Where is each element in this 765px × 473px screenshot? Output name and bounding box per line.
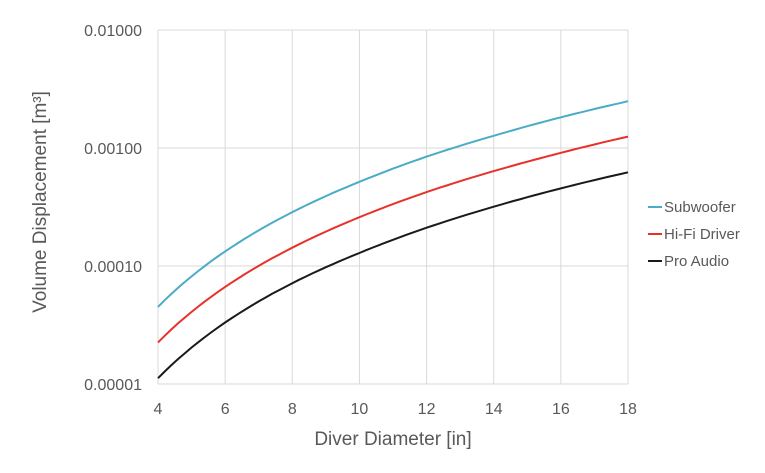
series-line-hi-fi-driver	[157, 135, 629, 344]
legend-label: Pro Audio	[664, 253, 729, 270]
x-tick-label: 4	[154, 401, 163, 418]
x-tick-label: 6	[221, 401, 230, 418]
legend-label: Subwoofer	[664, 199, 736, 216]
series-lines	[157, 100, 629, 379]
y-axis-title: Volume Displacement [m³]	[30, 91, 51, 313]
series-line-pro-audio	[157, 171, 629, 379]
legend: Subwoofer Hi-Fi Driver Pro Audio	[648, 199, 740, 270]
y-tick-label: 0.01000	[84, 23, 142, 40]
x-axis-ticks: 4 6 8 10 12 14 16 18	[154, 401, 637, 418]
series-line-subwoofer	[157, 100, 629, 308]
x-tick-label: 12	[418, 401, 436, 418]
legend-label: Hi-Fi Driver	[664, 226, 740, 243]
x-tick-label: 14	[485, 401, 503, 418]
x-tick-label: 10	[351, 401, 369, 418]
y-tick-label: 0.00001	[84, 377, 142, 394]
x-axis-title: Diver Diameter [in]	[314, 429, 471, 450]
y-axis-ticks: 0.00001 0.00010 0.00100 0.01000	[84, 23, 142, 394]
y-tick-label: 0.00100	[84, 141, 142, 158]
x-tick-label: 18	[619, 401, 637, 418]
x-tick-label: 16	[552, 401, 570, 418]
x-tick-label: 8	[288, 401, 297, 418]
y-tick-label: 0.00010	[84, 259, 142, 276]
grid	[157, 29, 629, 385]
